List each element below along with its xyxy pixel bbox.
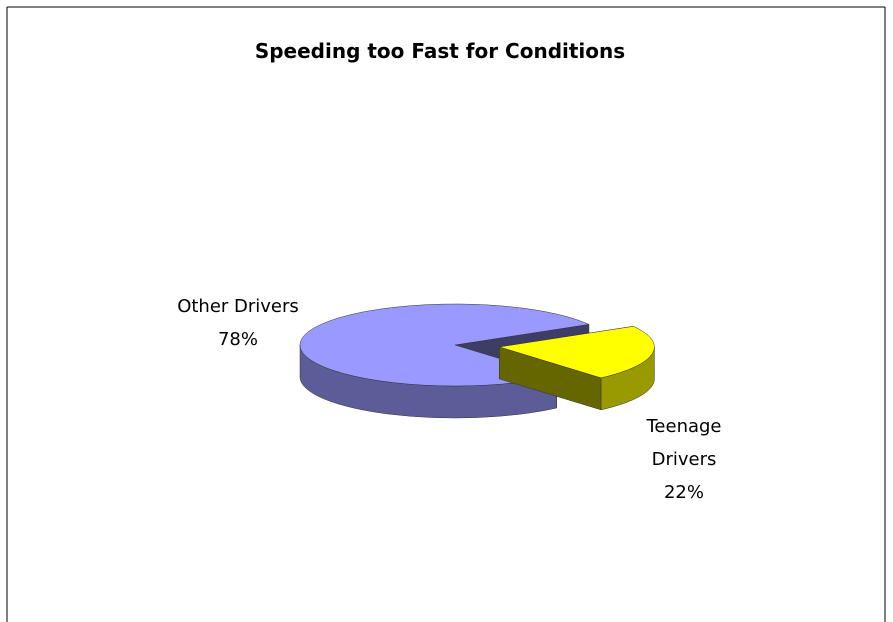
slice-label-value: 78% <box>217 329 258 350</box>
chart-title: Speeding too Fast for Conditions <box>255 39 625 63</box>
slice-label-name: Other Drivers <box>177 296 299 317</box>
slice-label: Other Drivers 78% <box>158 290 318 356</box>
slice-label-value: 22% <box>663 482 704 503</box>
pie-slice <box>499 326 655 411</box>
slice-top <box>499 326 655 379</box>
slice-label-name: Teenage Drivers <box>646 416 722 470</box>
slice-label: Teenage Drivers 22% <box>629 410 739 509</box>
